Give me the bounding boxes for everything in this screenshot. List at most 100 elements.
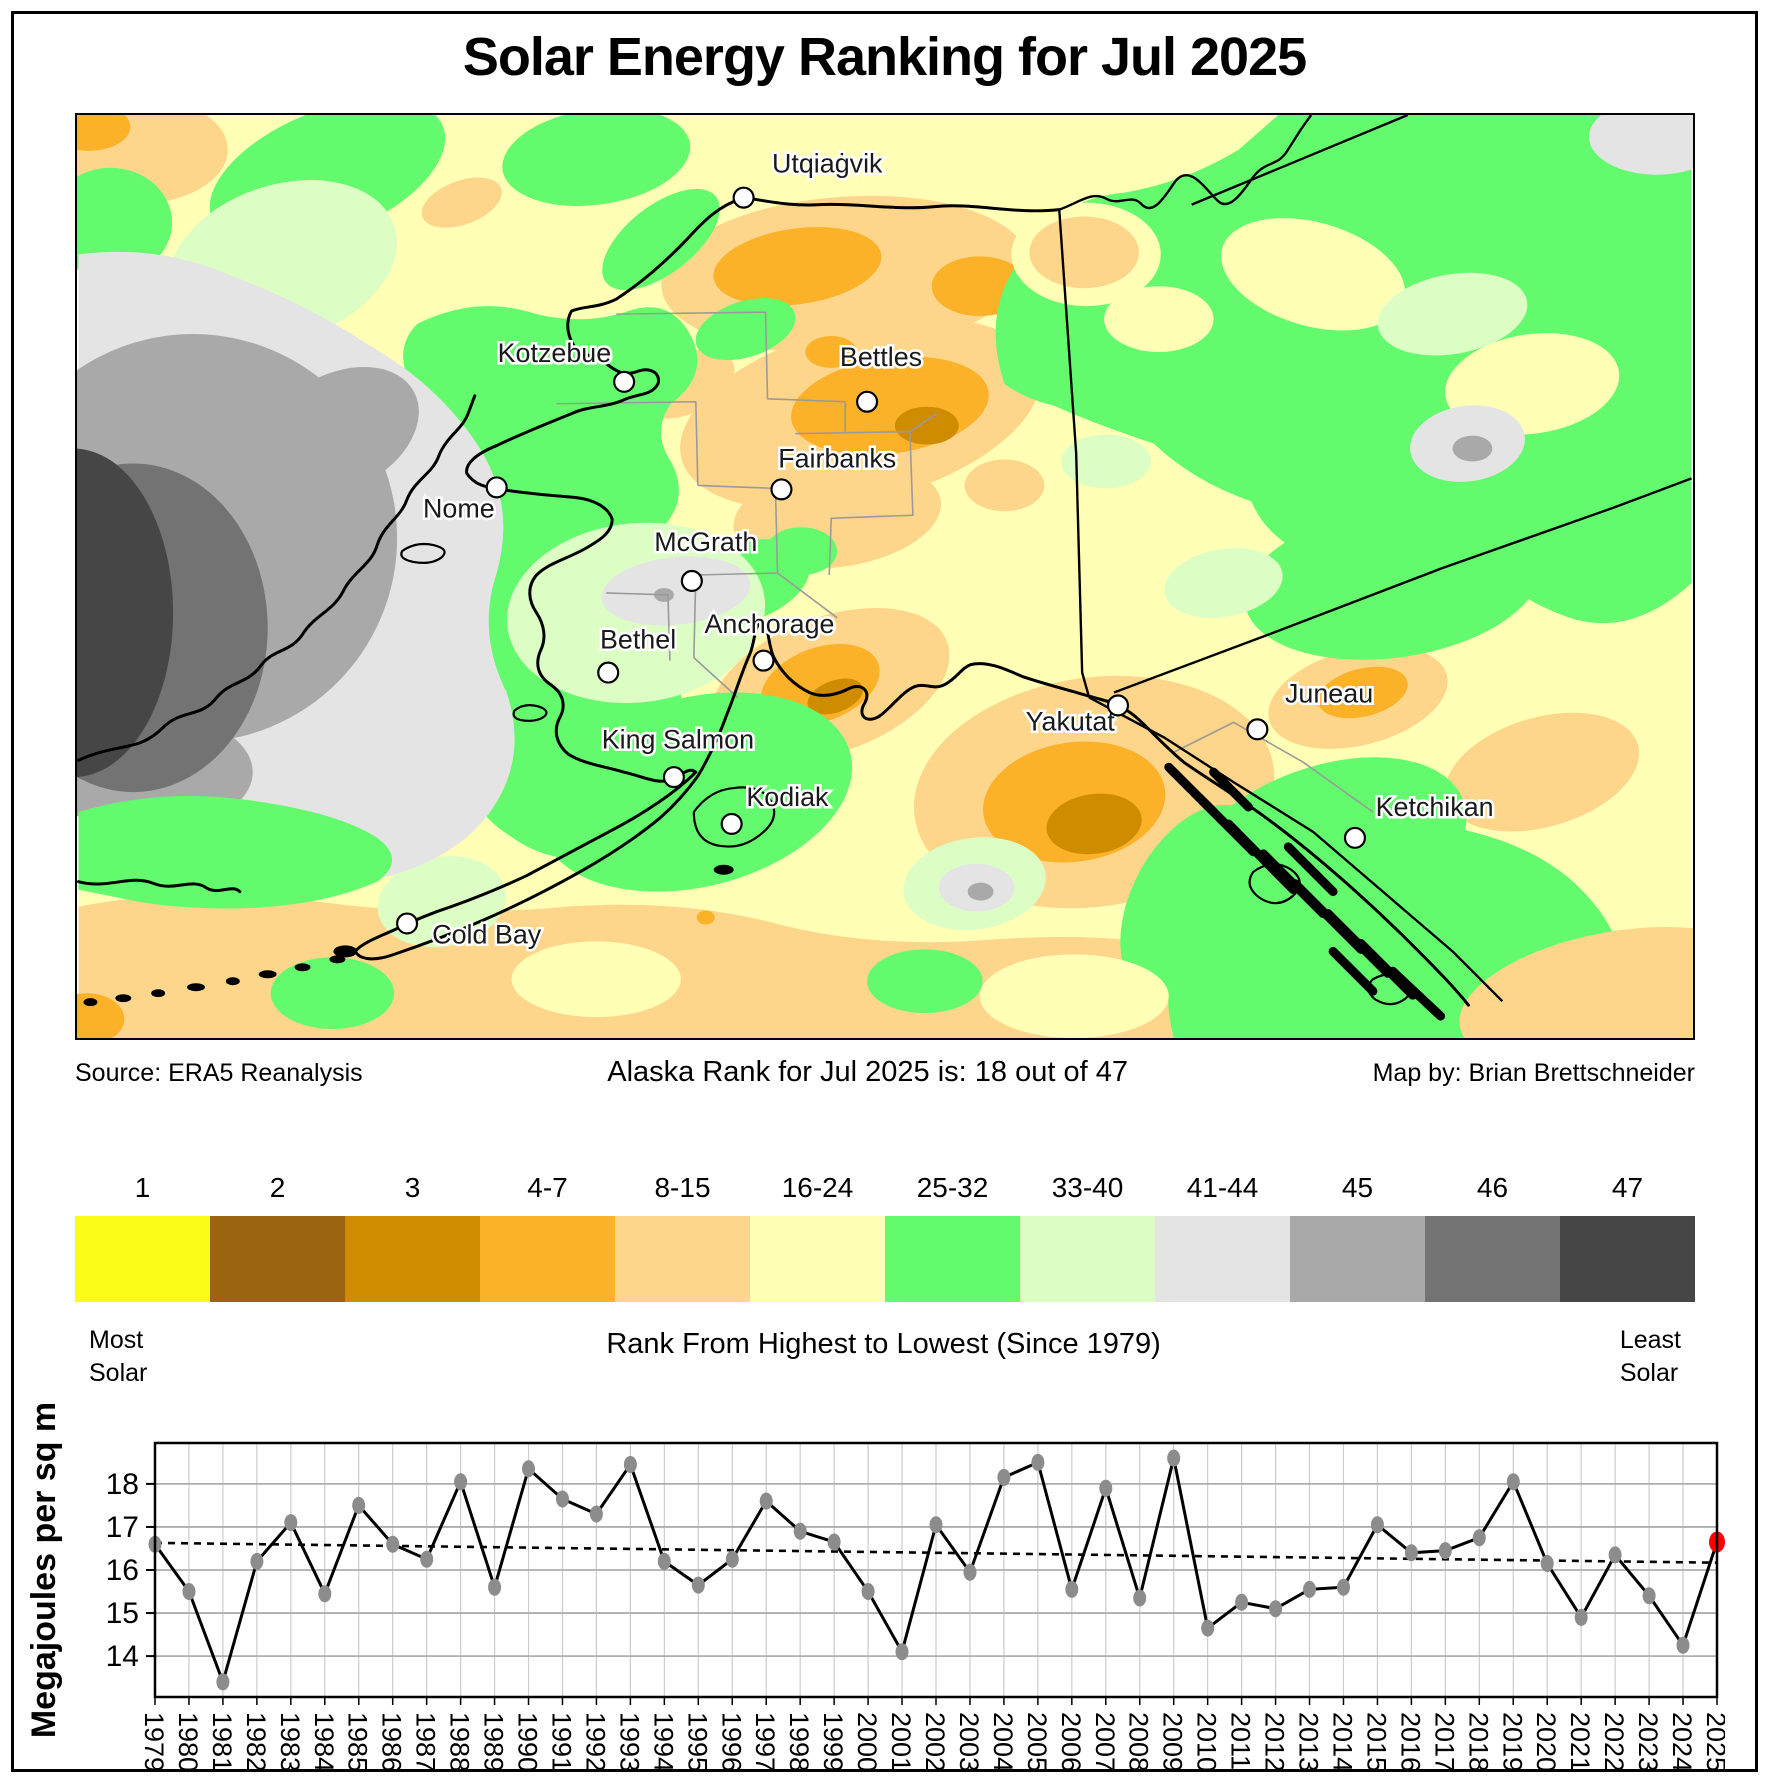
legend-swatch <box>1155 1216 1290 1302</box>
city-marker <box>770 478 793 501</box>
city-label: McGrath <box>654 527 757 557</box>
alaska-mainland-coast <box>353 196 1470 1007</box>
city-marker <box>597 661 620 684</box>
svg-text:1986: 1986 <box>377 1712 407 1772</box>
svg-text:2000: 2000 <box>852 1712 882 1772</box>
svg-text:1982: 1982 <box>241 1712 271 1772</box>
legend-swatch <box>1020 1216 1155 1302</box>
legend-rank-label: 16-24 <box>781 1172 854 1203</box>
svg-text:2006: 2006 <box>1056 1712 1086 1772</box>
city-marker <box>613 370 636 393</box>
city-label: Bethel <box>600 625 676 655</box>
svg-text:1992: 1992 <box>580 1712 610 1772</box>
svg-text:1999: 1999 <box>818 1712 848 1772</box>
city-label: Yakutat <box>1026 706 1116 736</box>
russia-south-coast <box>77 878 242 894</box>
city-label: Cold Bay <box>432 919 542 949</box>
svg-text:15: 15 <box>106 1597 139 1630</box>
legend-swatch <box>1290 1216 1425 1302</box>
city-label: Utqiaġvik <box>772 149 883 179</box>
svg-text:2023: 2023 <box>1633 1712 1663 1772</box>
borough-borders <box>556 311 1374 813</box>
legend-swatch <box>1425 1216 1560 1302</box>
legend-rank-label: 2 <box>269 1172 286 1203</box>
svg-text:2010: 2010 <box>1192 1712 1222 1772</box>
aleutian-islands <box>83 945 358 1007</box>
legend-rank-label: 25-32 <box>916 1172 989 1203</box>
city-label: Juneau <box>1285 678 1373 708</box>
svg-text:1997: 1997 <box>750 1712 780 1772</box>
svg-text:16: 16 <box>106 1554 139 1587</box>
city-marker <box>680 569 703 593</box>
svg-text:2014: 2014 <box>1328 1712 1358 1772</box>
canada-borders <box>1058 115 1692 1003</box>
legend-rank-label: 47 <box>1611 1172 1644 1203</box>
coastlines <box>77 196 1470 1021</box>
russia-coast <box>77 394 477 762</box>
legend-rank-label: 8-15 <box>654 1172 711 1203</box>
svg-text:1988: 1988 <box>445 1712 475 1772</box>
city-markers: Utqiaġvik Kotzebue Bettles Fairbanks Nome McG… <box>396 146 1496 952</box>
svg-text:2009: 2009 <box>1158 1712 1188 1772</box>
svg-text:1989: 1989 <box>479 1712 509 1772</box>
city-marker <box>1343 826 1367 849</box>
page-title: Solar Energy Ranking for Jul 2025 <box>462 27 1307 87</box>
legend-rank-labels: 1 2 3 4-7 8-15 16-24 25-32 33-40 41-44 45 46 47 <box>75 1172 1695 1216</box>
legend-swatch <box>615 1216 750 1302</box>
svg-text:1996: 1996 <box>716 1712 746 1772</box>
city-marker <box>396 912 419 935</box>
svg-text:2025: 2025 <box>1701 1712 1725 1772</box>
city-label: Bettles <box>840 342 922 372</box>
legend-rank-label: 4-7 <box>527 1172 568 1203</box>
panhandle-border <box>1088 696 1504 1003</box>
svg-text:2018: 2018 <box>1463 1712 1493 1772</box>
yukon-border <box>1191 115 1409 206</box>
svg-text:2012: 2012 <box>1260 1712 1290 1772</box>
city-label: Kodiak <box>746 782 829 812</box>
svg-text:2017: 2017 <box>1429 1712 1459 1772</box>
svg-text:1983: 1983 <box>275 1712 305 1772</box>
map-canvas: Utqiaġvik Kotzebue Bettles Fairbanks Nome McG… <box>77 115 1693 1038</box>
svg-text:2020: 2020 <box>1531 1712 1561 1772</box>
rank-caption: Alaska Rank for Jul 2025 is: 18 out of 4… <box>607 1056 1128 1088</box>
svg-text:1998: 1998 <box>784 1712 814 1772</box>
svg-text:1979: 1979 <box>139 1712 169 1772</box>
svg-text:1985: 1985 <box>343 1712 373 1772</box>
svg-text:1995: 1995 <box>682 1712 712 1772</box>
legend-rank-label: 3 <box>404 1172 421 1203</box>
svg-text:1990: 1990 <box>513 1712 543 1772</box>
svg-text:18: 18 <box>106 1468 139 1501</box>
city-marker <box>720 812 743 835</box>
svg-text:1980: 1980 <box>173 1712 203 1772</box>
city-label: Anchorage <box>705 609 835 639</box>
svg-text:2021: 2021 <box>1565 1712 1595 1772</box>
svg-text:1994: 1994 <box>648 1712 678 1772</box>
legend-rank-label: 41-44 <box>1186 1172 1259 1203</box>
svg-text:17: 17 <box>106 1511 139 1544</box>
city-marker <box>662 766 685 789</box>
svg-text:2022: 2022 <box>1599 1712 1629 1772</box>
svg-text:2007: 2007 <box>1090 1712 1120 1772</box>
city-label: Kotzebue <box>498 338 612 368</box>
svg-text:2015: 2015 <box>1361 1712 1391 1772</box>
svg-text:2008: 2008 <box>1124 1712 1154 1772</box>
sixtieth-parallel-border <box>1113 477 1692 694</box>
southeast-archipelago <box>1164 762 1446 1021</box>
svg-text:2003: 2003 <box>954 1712 984 1772</box>
legend-axis-title: Rank From Highest to Lowest (Since 1979) <box>606 1328 1161 1360</box>
st-lawrence-island <box>400 542 446 564</box>
legend-swatch <box>345 1216 480 1302</box>
legend-rank-label: 33-40 <box>1051 1172 1124 1203</box>
city-marker <box>1246 718 1269 741</box>
legend-swatch <box>210 1216 345 1302</box>
legend-swatch <box>1560 1216 1695 1302</box>
city-marker <box>485 476 508 499</box>
svg-text:2024: 2024 <box>1667 1712 1697 1772</box>
svg-text:2016: 2016 <box>1395 1712 1425 1772</box>
caption-row: Source: ERA5 Reanalysis Alaska Rank for … <box>75 1056 1695 1089</box>
city-marker <box>856 390 879 413</box>
svg-text:1984: 1984 <box>309 1712 339 1772</box>
svg-text:1981: 1981 <box>207 1712 237 1772</box>
